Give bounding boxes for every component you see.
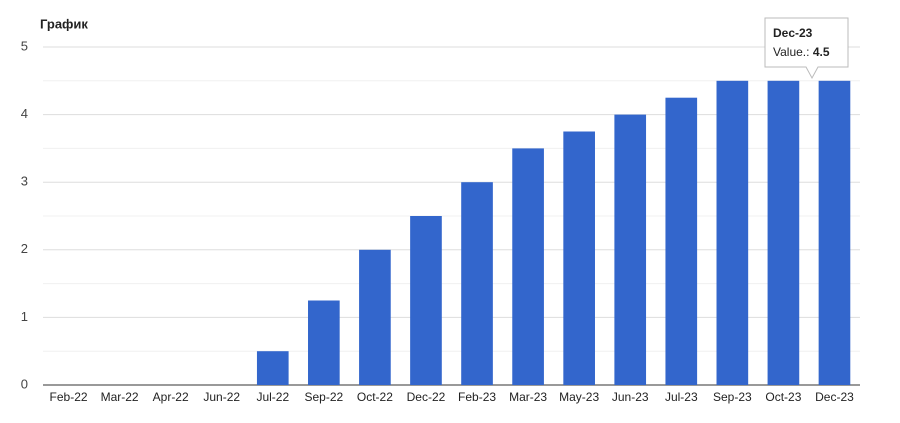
x-tick-label: Jun-22 [203, 390, 240, 404]
x-tick-label: Oct-23 [765, 390, 801, 404]
tooltip-label: Value.: 4.5 [773, 45, 830, 59]
y-tick-label: 1 [21, 309, 28, 324]
x-tick-label: Mar-23 [509, 390, 547, 404]
tooltip: Dec-23 Value.: 4.5 [764, 17, 849, 80]
x-tick-label: Dec-23 [815, 390, 854, 404]
plot-area: 0 1 2 3 4 5 Feb-22 Mar-22 Apr-22 Jun-22 Jul-22 Sep-… [21, 38, 860, 404]
bar [563, 131, 595, 385]
x-tick-label: Feb-22 [50, 390, 88, 404]
x-tick-label: Jul-23 [665, 390, 698, 404]
x-tick-label: Mar-22 [101, 390, 139, 404]
bar [256, 351, 289, 385]
tooltip-value: 4.5 [813, 45, 830, 59]
x-tick-label: Jul-22 [256, 390, 289, 404]
bar [359, 249, 391, 385]
x-tick-label: May-23 [559, 390, 599, 404]
bar [767, 80, 800, 386]
x-tick-label: Dec-22 [407, 390, 446, 404]
x-tick-label: Sep-22 [304, 390, 343, 404]
bar [665, 97, 698, 385]
bar [410, 216, 442, 385]
tooltip-title: Dec-23 [773, 26, 813, 40]
x-tick-label: Feb-23 [458, 390, 496, 404]
y-tick-label: 3 [21, 174, 28, 189]
bar [308, 300, 340, 385]
tooltip-box [764, 17, 849, 80]
bar [512, 148, 544, 385]
bar [614, 114, 647, 385]
x-tick-label: Apr-22 [153, 390, 189, 404]
x-tick-label: Sep-23 [713, 390, 752, 404]
chart-title: График [40, 16, 88, 31]
y-tick-label: 5 [21, 38, 28, 53]
bar [818, 80, 851, 386]
x-tick-label: Oct-22 [357, 390, 393, 404]
tooltip-label-text: Value.: [773, 45, 809, 59]
bar [716, 80, 749, 386]
y-tick-label: 4 [21, 106, 28, 121]
y-tick-label: 0 [21, 376, 28, 391]
x-tick-label: Jun-23 [612, 390, 649, 404]
bar [461, 182, 493, 385]
y-tick-label: 2 [21, 241, 28, 256]
